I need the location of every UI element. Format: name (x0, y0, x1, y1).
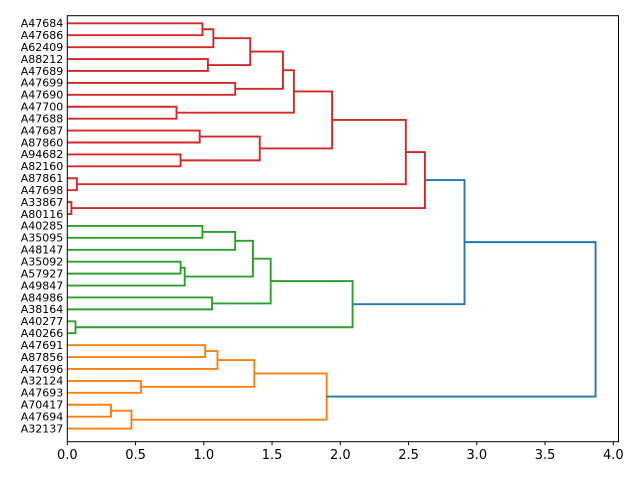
leaf-label: A47687 (21, 124, 64, 137)
leaf-label: A40277 (21, 315, 64, 328)
dendrogram-link (67, 230, 237, 251)
leaf-label: A48147 (21, 244, 64, 257)
leaf-label: A87856 (21, 351, 64, 364)
dendrogram-link (67, 320, 77, 335)
dendrogram-link (67, 28, 215, 49)
x-tick-label: 1.5 (262, 448, 283, 463)
dendrogram-link (67, 201, 73, 215)
dendrogram-link (76, 119, 407, 186)
leaf-label: A47696 (21, 363, 64, 376)
dendrogram-link (211, 257, 272, 305)
leaf-label: A38164 (21, 303, 64, 316)
dendrogram-link (67, 403, 112, 418)
leaf-label: A47698 (21, 184, 64, 197)
leaf-label: A33867 (21, 196, 64, 209)
leaf-label: A35092 (21, 256, 64, 269)
axes-frame (66, 15, 620, 443)
leaf-label: A47699 (21, 77, 64, 90)
dendrogram-link (67, 296, 213, 311)
dendrogram-link (259, 90, 334, 150)
dendrogram-link (67, 129, 201, 144)
x-tick-label: 2.5 (398, 448, 419, 463)
dendrogram-link (326, 241, 597, 398)
x-tick-label: 0.5 (125, 448, 146, 463)
leaf-label: A32124 (21, 375, 64, 388)
dendrogram-link (67, 409, 133, 430)
dendrogram-link (352, 179, 466, 306)
leaf-label: A80116 (21, 208, 64, 221)
leaf-label: A47688 (21, 112, 64, 125)
x-tick-label: 3.5 (535, 448, 556, 463)
leaf-label: A47691 (21, 339, 64, 352)
dendrogram-link (67, 260, 182, 275)
leaf-label: A87860 (21, 136, 64, 149)
leaf-label: A47700 (21, 101, 64, 114)
leaf-label: A82160 (21, 160, 64, 173)
leaf-label: A40266 (21, 327, 64, 340)
dendrogram-link (67, 350, 219, 370)
dendrogram-link (67, 344, 207, 359)
dendrogram-link (67, 22, 204, 37)
leaf-label: A62409 (21, 41, 64, 54)
dendrogram-link (67, 105, 178, 120)
dendrogram-link (67, 58, 209, 72)
leaf-label: A40285 (21, 220, 64, 233)
leaf-label: A47694 (21, 410, 64, 423)
leaf-label: A47693 (21, 387, 64, 400)
x-tick-label: 2.0 (330, 448, 351, 463)
leaf-label: A70417 (21, 399, 64, 412)
leaf-label: A47686 (21, 29, 64, 42)
leaf-label: A32137 (21, 422, 64, 435)
x-tick-label: 0.0 (57, 448, 78, 463)
dendrogram-link (67, 224, 204, 239)
dendrogram-link (67, 379, 142, 394)
x-tick-label: 3.0 (466, 448, 487, 463)
x-tick-label: 1.0 (193, 448, 214, 463)
dendrogram-link (67, 81, 237, 96)
dendrogram-link (67, 153, 182, 168)
leaf-label: A47690 (21, 89, 64, 102)
dendrogram-link (184, 239, 254, 278)
dendrogram-link (141, 359, 256, 388)
leaf-label: A47684 (21, 17, 64, 30)
leaf-label: A87861 (21, 172, 64, 185)
leaf-label: A88212 (21, 53, 64, 66)
dendrogram-link (180, 135, 261, 162)
x-tick-label: 4.0 (603, 448, 624, 463)
dendrogram-link (67, 266, 186, 287)
dendrogram-link (131, 372, 328, 421)
leaf-label: A57927 (21, 267, 64, 280)
leaf-label: A84986 (21, 291, 64, 304)
leaf-label: A35095 (21, 232, 64, 245)
dendrogram-link (235, 50, 284, 90)
leaf-label: A49847 (21, 279, 64, 292)
leaf-label: A47689 (21, 65, 64, 78)
leaf-label: A94682 (21, 148, 64, 161)
dendrogram-link (67, 177, 78, 192)
